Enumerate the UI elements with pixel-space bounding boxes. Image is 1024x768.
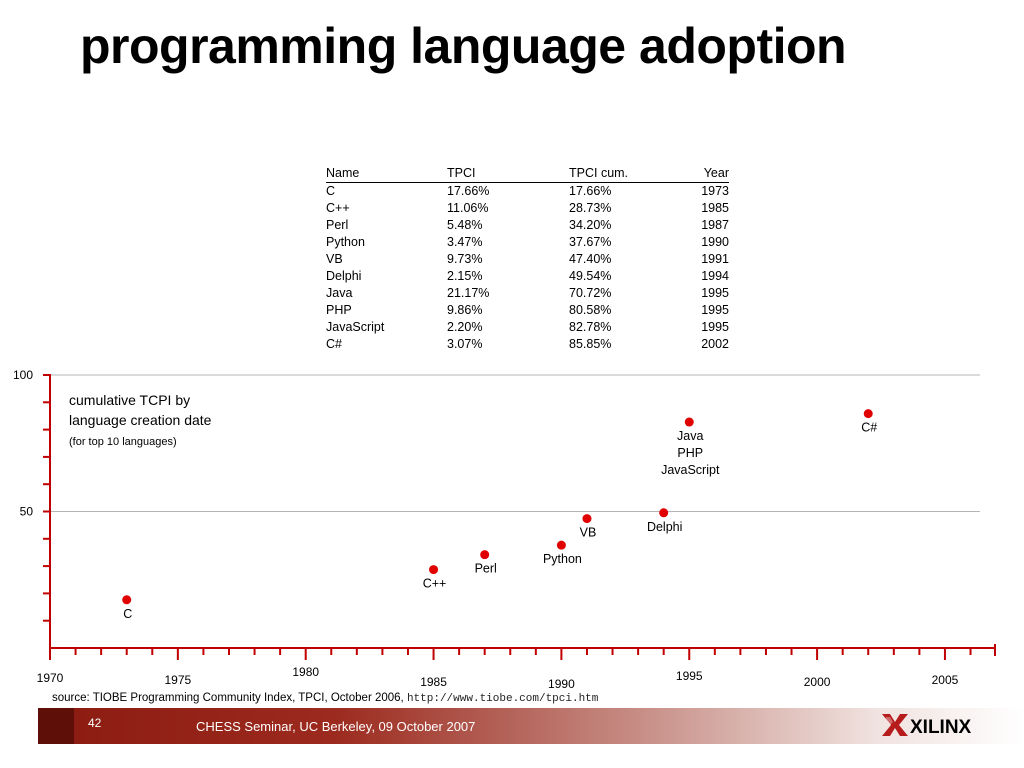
footer-corner-block (38, 708, 74, 744)
data-label: JavaScript (661, 463, 720, 477)
data-label: Python (543, 552, 582, 566)
x-tick-label: 1970 (37, 671, 64, 685)
cell-year: 2002 (701, 337, 729, 351)
source-text: source: TIOBE Programming Community Inde… (52, 692, 404, 704)
cell-year: 1994 (701, 269, 729, 283)
cell-name: JavaScript (326, 320, 385, 334)
cell-tpci: 9.73% (447, 252, 483, 266)
cell-tpci-cum: 17.66% (569, 184, 612, 198)
cell-name: C# (326, 337, 342, 351)
cell-tpci: 9.86% (447, 303, 483, 317)
cell-year: 1987 (701, 218, 729, 232)
data-point (684, 417, 694, 427)
xilinx-logo-text: XILINX (910, 717, 972, 738)
data-point (863, 409, 873, 419)
x-tick-label: 1975 (164, 673, 191, 687)
header-name: Name (326, 165, 447, 183)
source-url: http://www.tiobe.com/tpci.htm (406, 693, 599, 705)
cell-tpci: 2.15% (447, 269, 483, 283)
cell-tpci-cum: 47.40% (569, 252, 612, 266)
table-header-row: Name TPCI TPCI cum. Year (326, 165, 729, 183)
data-label: C++ (423, 577, 447, 591)
scatter-chart: 50 100 1970 1975 1980 1985 1990 1995 2000 2005 cum… (13, 368, 996, 691)
data-label: Delphi (647, 520, 682, 534)
x-tick-label: 1985 (420, 675, 447, 689)
cell-name: Perl (326, 218, 349, 232)
x-tick-label: 1990 (548, 677, 575, 691)
cell-year: 1973 (701, 184, 729, 198)
cell-tpci-cum: 37.67% (569, 235, 612, 249)
source-note: source: TIOBE Programming Community Inde… (52, 692, 598, 705)
cell-year: 1995 (701, 286, 729, 300)
cell-name: Java (326, 286, 353, 300)
cell-year: 1995 (701, 320, 729, 334)
table-row: Delphi 2.15% 49.54% 1994 (326, 268, 729, 285)
cell-year: 1991 (701, 252, 729, 266)
data-label: C (123, 607, 132, 621)
chart-annotation-line3: (for top 10 languages) (69, 436, 177, 448)
cell-name: C (326, 184, 336, 198)
table-row: Python 3.47% 37.67% 1990 (326, 234, 729, 251)
page-number: 42 (88, 716, 102, 730)
data-point (429, 565, 439, 575)
cell-name: Python (326, 235, 365, 249)
table-row: C# 3.07% 85.85% 2002 (326, 336, 729, 353)
y-tick-label: 50 (20, 505, 34, 519)
cell-tpci: 11.06% (447, 201, 489, 215)
table-row: PHP 9.86% 80.58% 1995 (326, 302, 729, 319)
cell-tpci: 3.07% (447, 337, 483, 351)
header-tpci: TPCI (447, 165, 569, 183)
cell-year: 1990 (701, 235, 729, 249)
cell-tpci: 2.20% (447, 320, 483, 334)
table-row: JavaScript 2.20% 82.78% 1995 (326, 319, 729, 336)
x-tick-label: 1980 (292, 665, 319, 679)
cell-tpci: 5.48% (447, 218, 483, 232)
data-point (480, 550, 490, 560)
cell-year: 1985 (701, 201, 729, 215)
y-tick-label: 100 (13, 368, 33, 382)
x-tick-label: 2000 (804, 675, 831, 689)
cell-tpci: 21.17% (447, 286, 490, 300)
cell-tpci: 3.47% (447, 235, 483, 249)
data-label: Perl (475, 562, 497, 576)
cell-tpci-cum: 28.73% (569, 201, 612, 215)
data-label: Java (677, 429, 703, 443)
table-row: Java 21.17% 70.72% 1995 (326, 285, 729, 302)
chart-annotation-line2: language creation date (69, 412, 212, 428)
x-tick-label: 2005 (932, 673, 959, 687)
cell-tpci-cum: 82.78% (569, 320, 612, 334)
data-point (659, 508, 669, 518)
header-tpci-cum: TPCI cum. (569, 165, 682, 183)
header-year: Year (682, 165, 729, 183)
footer-text: CHESS Seminar, UC Berkeley, 09 October 2… (196, 719, 476, 734)
cell-tpci-cum: 80.58% (569, 303, 612, 317)
data-point (122, 595, 132, 605)
data-point (582, 514, 592, 524)
data-label: C# (861, 421, 877, 435)
cell-tpci-cum: 34.20% (569, 218, 612, 232)
chart-annotation-line1: cumulative TCPI by (69, 392, 190, 408)
page-title: programming language adoption (80, 18, 847, 74)
data-label: PHP (677, 446, 703, 460)
cell-name: VB (326, 252, 343, 266)
footer-band (38, 708, 1024, 744)
cell-name: Delphi (326, 269, 362, 283)
table-row: C 17.66% 17.66% 1973 (326, 183, 729, 201)
cell-tpci: 17.66% (447, 184, 490, 198)
table-row: Perl 5.48% 34.20% 1987 (326, 217, 729, 234)
cell-tpci-cum: 70.72% (569, 286, 612, 300)
cell-tpci-cum: 49.54% (569, 269, 612, 283)
cell-name: PHP (326, 303, 352, 317)
cell-tpci-cum: 85.85% (569, 337, 612, 351)
data-label: VB (580, 526, 597, 540)
data-point (556, 540, 566, 550)
cell-name: C++ (326, 201, 350, 215)
xilinx-logo-icon (882, 714, 908, 736)
table-row: C++ 11.06% 28.73% 1985 (326, 200, 729, 217)
x-tick-label: 1995 (676, 669, 703, 683)
cell-year: 1995 (701, 303, 729, 317)
table-row: VB 9.73% 47.40% 1991 (326, 251, 729, 268)
xilinx-logo: XILINX (882, 714, 972, 738)
language-table: Name TPCI TPCI cum. Year C 17.66% 17.66% 19… (326, 165, 729, 353)
